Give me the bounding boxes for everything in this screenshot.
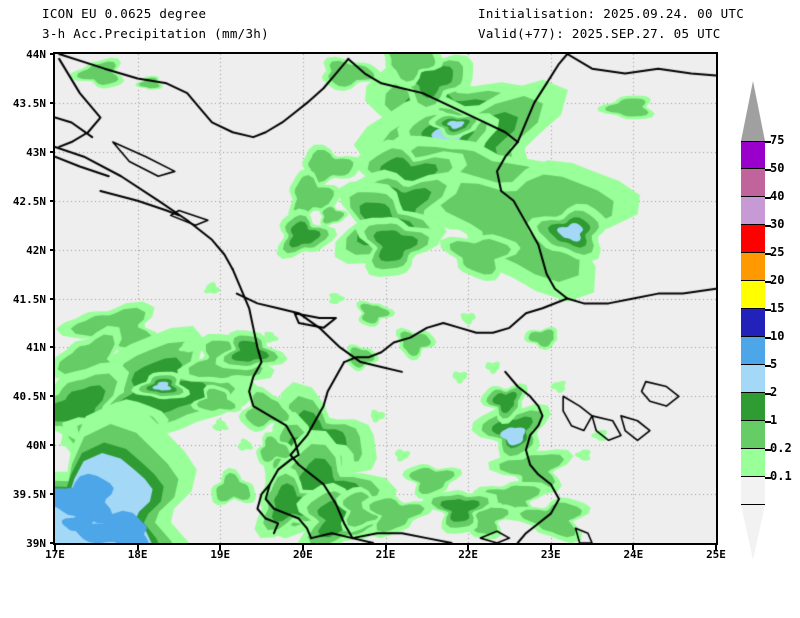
- colorbar-tick-mark: [765, 197, 771, 199]
- colorbar-tick-mark: [765, 225, 771, 227]
- longitude-tick-mark: [384, 545, 387, 550]
- colorbar-tick-mark: [765, 365, 771, 367]
- colorbar-tick-label: 30: [770, 217, 785, 231]
- colorbar-tick-mark: [765, 477, 771, 479]
- latitude-tick-label: 41N: [26, 341, 46, 355]
- latitude-tick-label: 41.5N: [12, 292, 46, 306]
- colorbar-tick-label: 0.2: [770, 441, 792, 455]
- colorbar-tick-label: 0.1: [770, 469, 792, 483]
- colorbar-tick-label: 20: [770, 273, 785, 287]
- colorbar-band[interactable]: [741, 169, 765, 197]
- colorbar-tick-mark: [765, 253, 771, 255]
- model-title: ICON EU 0.0625 degree: [42, 6, 207, 21]
- colorbar-tick-mark: [765, 169, 771, 171]
- colorbar-tick-mark: [765, 449, 771, 451]
- colorbar-tick-mark: [765, 281, 771, 283]
- longitude-tick-label: 23E: [540, 548, 561, 561]
- latitude-tick-label: 39.5N: [12, 488, 46, 502]
- initialisation-label: Initialisation: 2025.09.24. 00 UTC: [478, 6, 745, 21]
- colorbar-band[interactable]: [741, 449, 765, 477]
- longitude-tick-mark: [301, 545, 304, 550]
- longitude-tick-label: 22E: [458, 548, 479, 561]
- valid-time-label: Valid(+77): 2025.SEP.27. 05 UTC: [478, 26, 721, 41]
- colorbar-band[interactable]: [741, 393, 765, 421]
- latitude-tick-mark: [50, 101, 55, 104]
- colorbar-band[interactable]: [741, 309, 765, 337]
- colorbar-tick-label: 50: [770, 161, 785, 175]
- colorbar-tick-label: 75: [770, 133, 785, 147]
- colorbar-band[interactable]: [741, 421, 765, 449]
- latitude-tick-label: 40N: [26, 439, 46, 453]
- latitude-tick-mark: [50, 542, 55, 544]
- latitude-tick-label: 42N: [26, 243, 46, 257]
- latitude-tick-mark: [50, 248, 55, 251]
- latitude-tick-mark: [50, 53, 55, 55]
- longitude-tick-label: 20E: [292, 548, 313, 561]
- precipitation-map[interactable]: [53, 52, 718, 545]
- colorbar-tick-mark: [765, 337, 771, 339]
- longitude-tick-label: 24E: [623, 548, 644, 561]
- longitude-tick-mark: [549, 545, 552, 550]
- latitude-tick-label: 43N: [26, 145, 46, 159]
- colorbar-band[interactable]: [741, 281, 765, 309]
- colorbar-band[interactable]: [741, 477, 765, 505]
- latitude-tick-label: 40.5N: [12, 390, 46, 404]
- colorbar-tick-label: 5: [770, 357, 778, 371]
- colorbar-tick-mark: [765, 309, 771, 311]
- longitude-tick-mark: [715, 545, 717, 550]
- colorbar-tick-mark: [765, 393, 771, 395]
- latitude-tick-mark: [50, 395, 55, 398]
- latitude-tick-mark: [50, 199, 55, 202]
- colorbar-band[interactable]: [741, 365, 765, 393]
- longitude-tick-label: 18E: [127, 548, 148, 561]
- latitude-tick-mark: [50, 150, 55, 153]
- longitude-tick-label: 25E: [706, 548, 726, 561]
- colorbar-tick-label: 40: [770, 189, 785, 203]
- colorbar-tick-mark: [765, 421, 771, 423]
- colorbar-band[interactable]: [741, 337, 765, 365]
- colorbar-band[interactable]: [741, 253, 765, 281]
- colorbar-tick-label: 2: [770, 385, 778, 399]
- longitude-tick-label: 21E: [375, 548, 396, 561]
- latitude-tick-label: 39N: [26, 537, 46, 550]
- colorbar-tick-label: 25: [770, 245, 785, 259]
- colorbar-band[interactable]: [741, 197, 765, 225]
- longitude-tick-mark: [136, 545, 139, 550]
- colorbar-tick-label: 1: [770, 413, 778, 427]
- latitude-tick-mark: [50, 297, 55, 300]
- longitude-tick-label: 19E: [210, 548, 231, 561]
- longitude-tick-mark: [54, 545, 56, 550]
- colorbar-band[interactable]: [741, 225, 765, 253]
- colorbar-under-arrow: [741, 505, 765, 560]
- colorbar-over-arrow: [741, 81, 765, 141]
- latitude-tick-mark: [50, 444, 55, 447]
- field-title: 3-h Acc.Precipitation (mm/3h): [42, 26, 269, 41]
- longitude-tick-mark: [632, 545, 635, 550]
- longitude-tick-mark: [219, 545, 222, 550]
- latitude-tick-mark: [50, 493, 55, 496]
- longitude-tick-mark: [467, 545, 470, 550]
- colorbar[interactable]: [741, 141, 765, 505]
- latitude-tick-label: 42.5N: [12, 194, 46, 208]
- latitude-tick-label: 43.5N: [12, 96, 46, 110]
- precipitation-field-canvas: [55, 54, 716, 543]
- latitude-tick-mark: [50, 346, 55, 349]
- colorbar-tick-label: 10: [770, 329, 785, 343]
- colorbar-band[interactable]: [741, 141, 765, 169]
- latitude-tick-label: 44N: [26, 48, 46, 61]
- colorbar-tick-mark: [765, 141, 771, 143]
- longitude-tick-label: 17E: [45, 548, 65, 561]
- colorbar-tick-label: 15: [770, 301, 785, 315]
